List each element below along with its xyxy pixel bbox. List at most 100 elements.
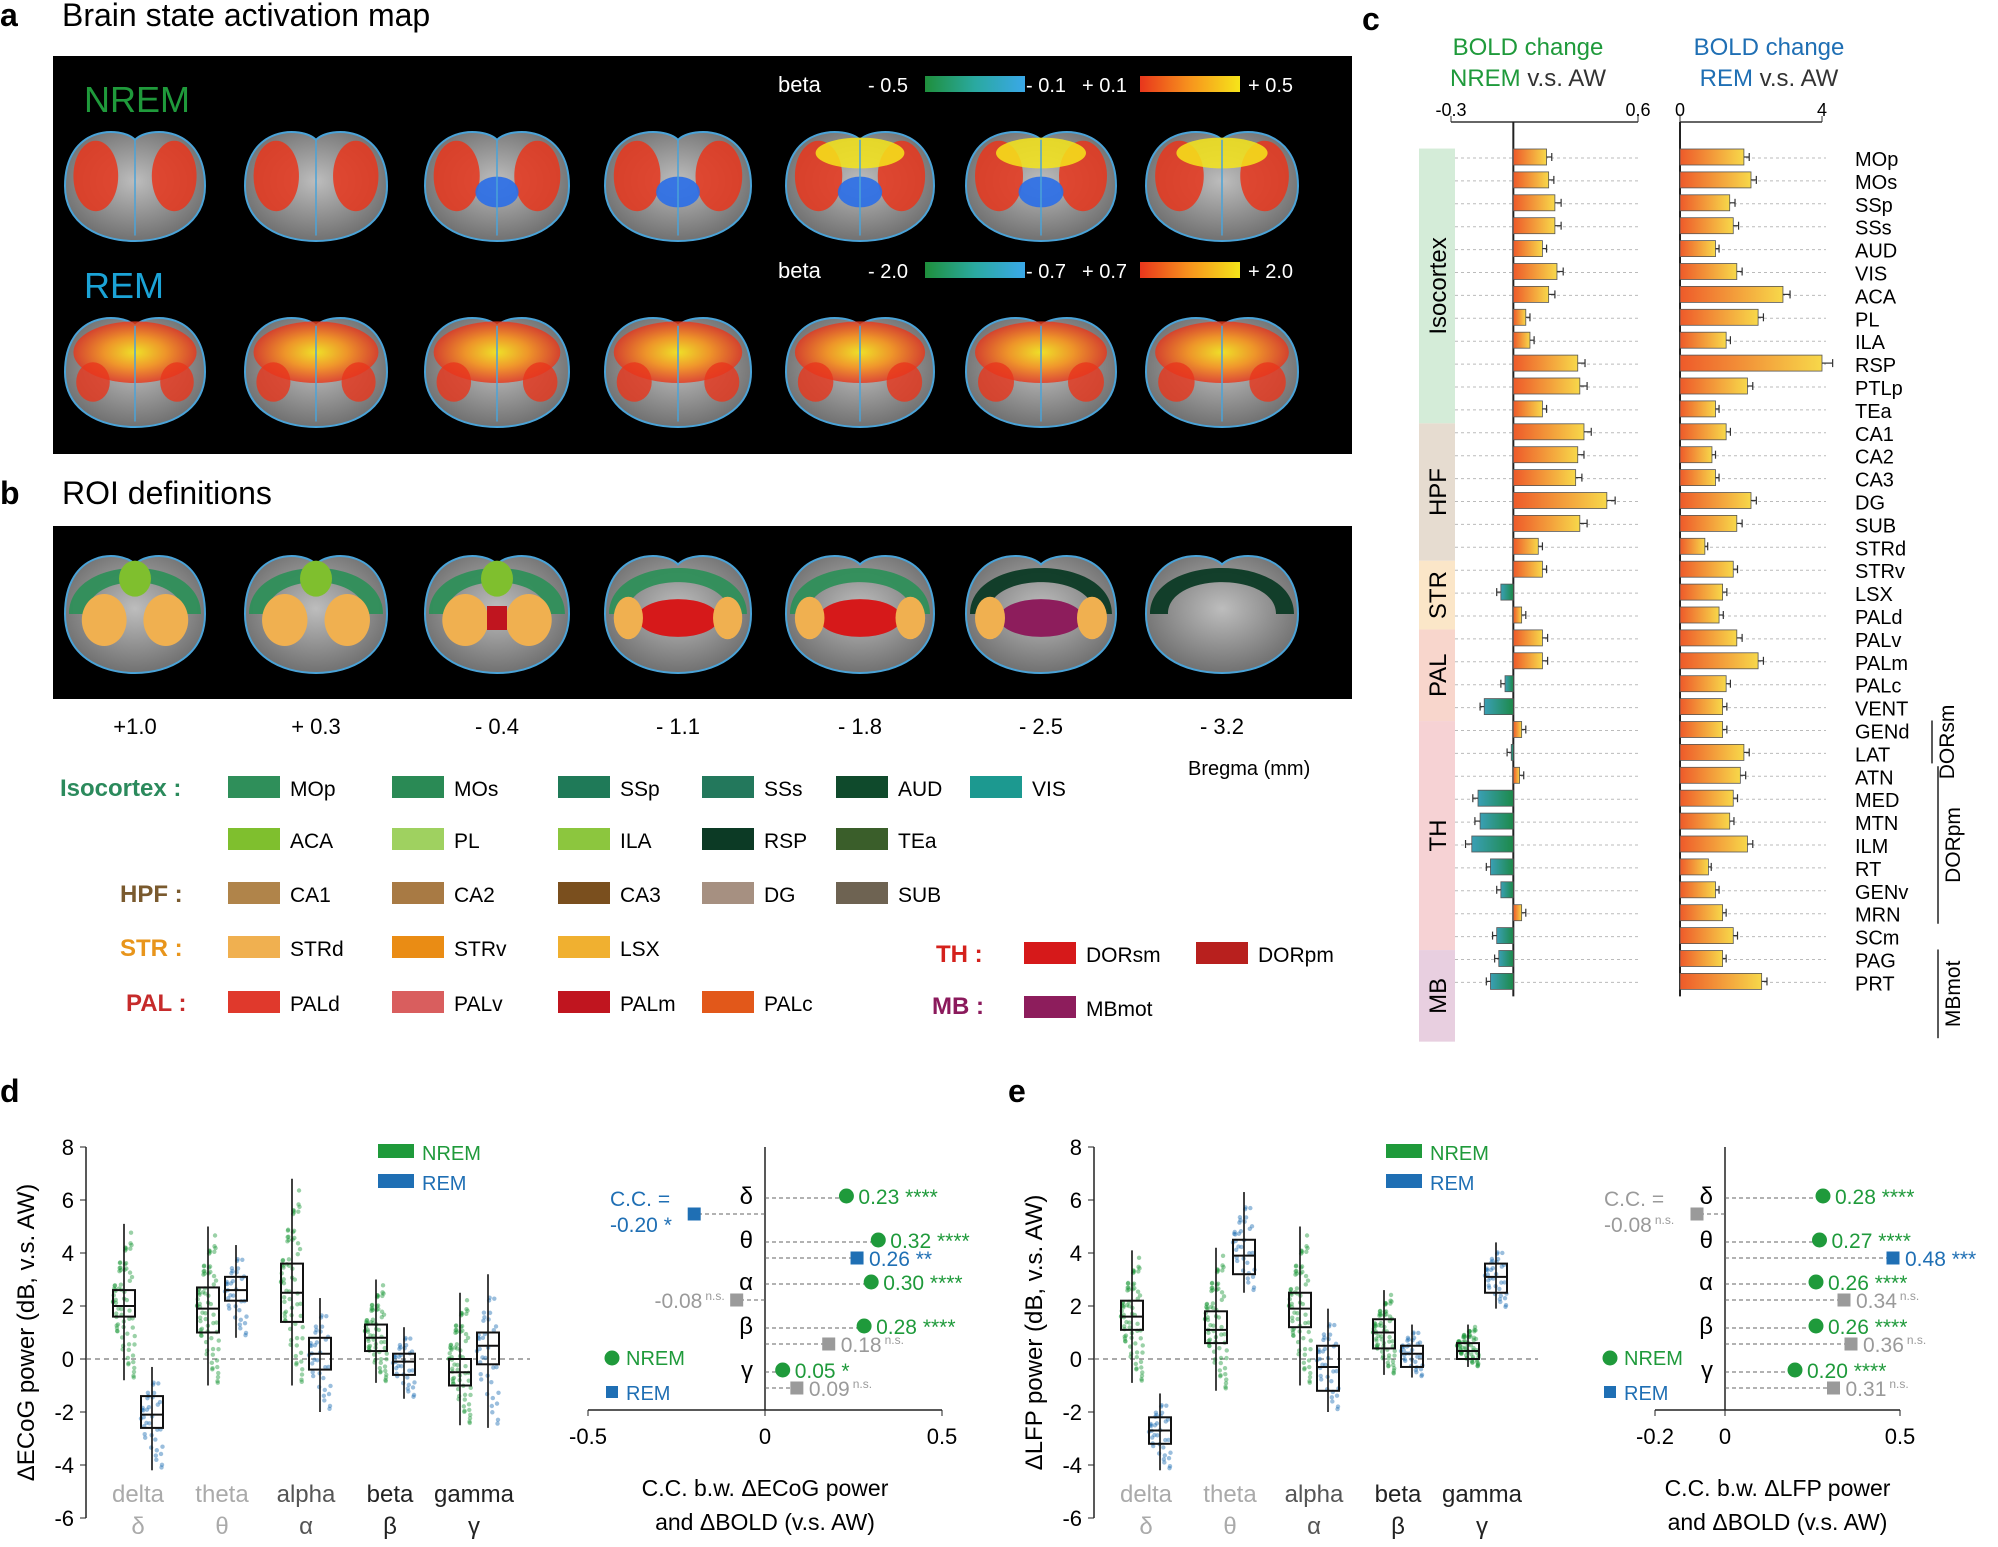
legend-group-label: TH : — [936, 941, 983, 968]
nrem-data-point — [1123, 1338, 1128, 1344]
y-tick-label: -6 — [54, 1506, 74, 1531]
cc-note-value: -0.20 * — [610, 1214, 672, 1237]
rem-title-line1: BOLD change — [1694, 34, 1845, 61]
nrem-data-point — [1224, 1377, 1229, 1382]
cc-nrem-label: 0.26 **** — [1828, 1272, 1907, 1295]
nrem-bar — [1512, 515, 1581, 532]
rem-data-point — [1334, 1368, 1339, 1374]
rem-data-point — [141, 1414, 146, 1420]
rem-data-point — [1149, 1423, 1154, 1428]
rem-data-point — [1499, 1280, 1504, 1285]
nrem-data-point — [1461, 1334, 1466, 1339]
rem-data-point — [493, 1324, 499, 1329]
nrem-bar — [1490, 858, 1514, 876]
rem-data-point — [322, 1387, 328, 1393]
nrem-data-point — [1305, 1278, 1311, 1283]
cc-x-tick-label: 0 — [759, 1424, 771, 1449]
nrem-data-point — [297, 1246, 303, 1252]
nrem-data-point — [287, 1296, 292, 1302]
rem-data-point — [489, 1379, 494, 1385]
nrem-data-point — [1220, 1268, 1225, 1273]
cc-nrem-point — [1815, 1188, 1831, 1204]
rem-data-point — [1499, 1264, 1505, 1269]
nrem-data-point — [296, 1202, 301, 1207]
cc-note-line2: -0.20 * — [610, 1214, 672, 1237]
activation-blob — [253, 140, 299, 212]
roi-striatum — [713, 596, 743, 640]
rem-data-point — [1317, 1356, 1322, 1362]
rem-bar — [1679, 812, 1731, 830]
nrem-data-point — [129, 1242, 134, 1248]
legend-label: MBmot — [1086, 998, 1153, 1021]
y-tick-label: 0 — [62, 1347, 74, 1372]
y-axis-label: ΔECoG power (dB, v.s. AW) — [13, 1184, 40, 1481]
rem-data-point — [147, 1421, 152, 1426]
rem-data-point — [155, 1402, 161, 1407]
nrem-data-point — [1123, 1333, 1129, 1338]
nrem-data-point — [464, 1298, 470, 1303]
nrem-data-point — [454, 1346, 460, 1351]
nrem-data-point — [1302, 1365, 1307, 1371]
nrem-data-point — [1392, 1348, 1397, 1354]
nrem-data-point — [213, 1245, 218, 1251]
nrem-data-point — [295, 1302, 300, 1307]
rem-data-point — [1490, 1265, 1496, 1271]
nrem-data-point — [1139, 1373, 1145, 1379]
cc-nrem-point — [1808, 1318, 1824, 1334]
rem-data-point — [1166, 1455, 1172, 1461]
cc-band-symbol: θ — [740, 1227, 753, 1254]
nrem-data-point — [1221, 1264, 1226, 1270]
rem-data-point — [1489, 1256, 1495, 1262]
cc-rem-point — [1886, 1251, 1900, 1265]
cc-nrem-label: 0.30 **** — [883, 1272, 962, 1295]
nrem-data-point — [128, 1246, 133, 1251]
nrem-data-point — [210, 1352, 216, 1357]
rem-data-point — [1417, 1340, 1423, 1345]
nrem-data-point — [450, 1378, 456, 1384]
nrem-data-point — [282, 1295, 287, 1300]
legend-label: PALd — [290, 993, 340, 1016]
nrem-data-point — [1218, 1374, 1223, 1379]
nrem-data-point — [299, 1379, 304, 1385]
rem-data-point — [1238, 1229, 1244, 1234]
nrem-data-point — [1383, 1309, 1389, 1314]
nrem-data-point — [1223, 1386, 1228, 1391]
nrem-data-point — [1391, 1371, 1396, 1376]
nrem-data-point — [1138, 1359, 1144, 1365]
rem-data-point — [1405, 1335, 1411, 1341]
nrem-data-point — [450, 1376, 455, 1382]
rem-data-point — [1503, 1304, 1508, 1309]
rem-axis-min: 0 — [1675, 100, 1685, 120]
nrem-data-point — [1218, 1373, 1223, 1378]
rem-data-point — [154, 1448, 160, 1453]
colorbar-negative — [925, 262, 1025, 278]
nrem-data-point — [199, 1333, 204, 1338]
nrem-data-point — [1140, 1350, 1145, 1355]
cc-rem-point — [850, 1251, 864, 1265]
legend-group-label: STR : — [120, 935, 183, 962]
rem-data-point — [1331, 1369, 1336, 1374]
panel-e-letter: e — [1008, 1073, 1026, 1109]
panel-d: d 8 6 4 2 0 -2 -4 -6 ΔECoG power (dB, v.s. AW) de… — [0, 1073, 970, 1540]
nrem-data-point — [379, 1314, 385, 1320]
rem-data-point — [1153, 1410, 1159, 1415]
nrem-data-point — [1387, 1334, 1392, 1340]
rem-data-point — [1239, 1244, 1244, 1250]
nrem-data-point — [1303, 1282, 1309, 1287]
nrem-data-point — [1374, 1338, 1379, 1343]
subgroup-label: MBmot — [1942, 960, 1965, 1027]
rem-bar — [1679, 973, 1763, 990]
roi-isocortex — [1150, 567, 1294, 614]
cc-nrem-label: 0.32 **** — [890, 1230, 969, 1253]
nrem-data-point — [1122, 1324, 1127, 1329]
state-label: REM — [84, 265, 164, 306]
cc-note-line2: -0.08 n.s. — [1604, 1213, 1674, 1237]
roi-aca — [481, 560, 513, 597]
nrem-data-point — [1207, 1343, 1212, 1348]
region-label: MED — [1855, 790, 1899, 812]
y-tick-label: -2 — [1062, 1400, 1082, 1425]
cc-rem-value: 0.26 ** — [869, 1248, 932, 1271]
rem-data-point — [1165, 1417, 1171, 1422]
rem-data-point — [1248, 1205, 1253, 1211]
roi-isocortex — [429, 567, 565, 614]
